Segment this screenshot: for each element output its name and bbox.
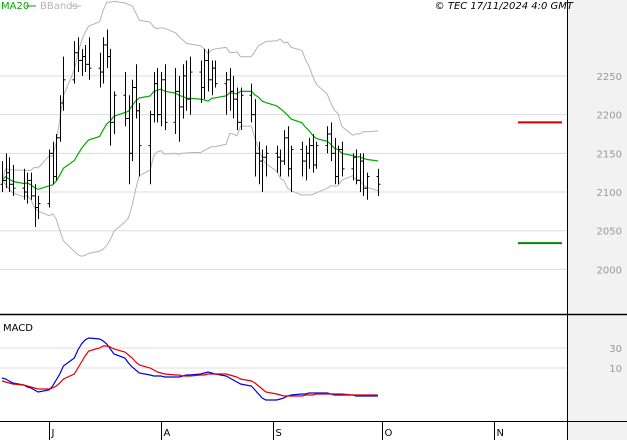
ohlc-bar [101, 37, 106, 84]
ohlc-bar [148, 110, 153, 185]
ohlc-bar [278, 149, 283, 177]
month-label: J [51, 428, 55, 439]
ohlc-bar [159, 72, 164, 127]
signal-line [1, 345, 378, 397]
ohlc-bar [25, 172, 30, 204]
ohlc-bar [0, 161, 5, 193]
ohlc-bar [340, 141, 345, 177]
legend-ma20: MA20 [1, 1, 29, 12]
macd-panel-title: MACD [3, 323, 33, 334]
ohlc-bar [224, 72, 229, 115]
ohlc-bar [202, 48, 207, 100]
ohlc-bar [307, 137, 312, 169]
y-tick-labels: 2000 2050 2100 2150 2200 2250 10 30 [597, 72, 622, 375]
legend: MA20 BBands [1, 1, 81, 12]
ohlc-bar [72, 41, 77, 84]
ohlc-bar [260, 149, 265, 193]
copyright-text: © TEC 17/11/2024 4:0 GMT [435, 1, 574, 12]
y-axis-panel [567, 0, 627, 440]
ohlc-bar [36, 195, 41, 220]
price-tick-label: 2050 [597, 227, 622, 238]
price-tick-label: 2150 [597, 149, 622, 160]
month-label: O [385, 428, 393, 439]
legend-bbands: BBands [40, 1, 78, 12]
ohlc-bar [112, 91, 117, 134]
price-tick-label: 2000 [597, 265, 622, 276]
ohlc-bar [47, 149, 52, 208]
macd-grid [0, 347, 567, 369]
ohlc-bar [155, 68, 160, 123]
ohlc-bar [314, 141, 319, 169]
ohlc-bar [87, 37, 92, 80]
price-tick-label: 2100 [597, 188, 622, 199]
macd-lines [1, 337, 378, 401]
ohlc-bar [173, 68, 178, 134]
ohlc-bar [213, 60, 218, 88]
ohlc-bar [361, 153, 366, 196]
ohlc-bar [231, 75, 236, 119]
bband-lower [1, 125, 379, 257]
ohlc-bar [76, 37, 81, 73]
price-bars [0, 29, 381, 227]
ohlc-bar [130, 79, 135, 162]
ohlc-bar [239, 87, 244, 131]
ohlc-bar [329, 122, 334, 162]
ohlc-bar [336, 145, 341, 185]
month-label: A [164, 428, 171, 439]
ohlc-bar [137, 103, 142, 177]
ohlc-bar [264, 145, 269, 177]
ohlc-bar [7, 157, 12, 193]
ohlc-bar [206, 48, 211, 92]
ohlc-bar [365, 172, 370, 200]
ohlc-bar [253, 99, 258, 177]
macd-line [1, 337, 378, 401]
ohlc-bar [184, 60, 189, 111]
macd-tick-label: 30 [609, 344, 622, 355]
ohlc-bar [325, 126, 330, 154]
ohlc-bar [376, 168, 381, 196]
ohlc-bar [29, 172, 34, 200]
ohlc-bar [123, 72, 128, 127]
ohlc-bar [289, 145, 294, 193]
month-label: S [276, 428, 282, 439]
ohlc-bar [300, 141, 305, 177]
ohlc-bar [282, 130, 287, 165]
ohlc-bar [177, 75, 182, 142]
ohlc-bar [249, 83, 254, 123]
month-label: N [497, 428, 504, 439]
price-grid [0, 75, 567, 270]
ohlc-bar [163, 64, 168, 131]
ohlc-bar [11, 164, 16, 196]
ohlc-bar [61, 56, 66, 111]
ohlc-bar [188, 56, 193, 115]
ohlc-bar [108, 48, 113, 146]
ohlc-bar [235, 87, 240, 131]
price-tick-label: 2250 [597, 72, 622, 83]
ohlc-bar [54, 133, 59, 181]
macd-tick-label: 10 [609, 364, 622, 375]
ohlc-bar [83, 44, 88, 73]
price-tick-label: 2200 [597, 111, 622, 122]
ohlc-bar [354, 149, 359, 185]
